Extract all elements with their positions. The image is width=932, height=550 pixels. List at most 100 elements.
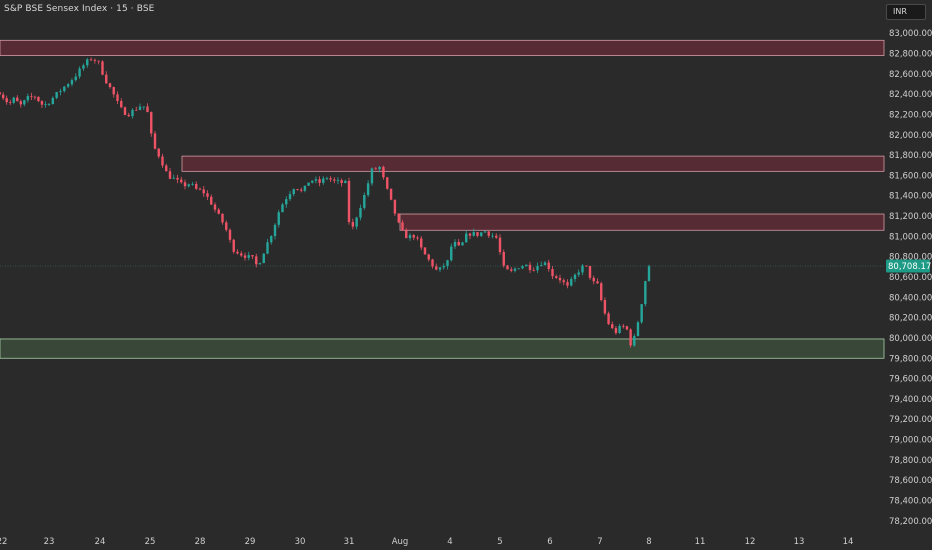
currency-badge[interactable]: INR xyxy=(886,4,926,20)
x-tick-label: 28 xyxy=(195,537,206,547)
y-tick-label: 78,200.00 xyxy=(889,517,932,527)
candle-body xyxy=(363,195,366,208)
x-tick-label: 13 xyxy=(794,537,805,547)
candle-body xyxy=(146,106,149,113)
candle-body xyxy=(351,222,355,227)
y-tick-label: 81,600.00 xyxy=(889,171,932,181)
candle xyxy=(480,232,483,238)
candle xyxy=(101,60,104,76)
candle xyxy=(528,261,532,274)
candle-body xyxy=(340,180,343,184)
candle-body xyxy=(629,329,632,346)
candle xyxy=(157,147,160,159)
candle xyxy=(450,243,453,262)
candle-body xyxy=(161,156,164,166)
candle xyxy=(431,258,434,269)
candle xyxy=(596,278,599,285)
candle-body xyxy=(135,109,138,111)
candle-body xyxy=(232,239,235,252)
x-tick-label: 24 xyxy=(95,537,106,547)
candle xyxy=(318,176,321,187)
y-tick-label: 82,600.00 xyxy=(889,70,932,80)
candle-body xyxy=(262,253,265,264)
candle xyxy=(63,86,66,93)
candle-body xyxy=(5,98,8,103)
candle-body xyxy=(412,235,415,238)
x-tick-label: 30 xyxy=(295,537,306,547)
candle-body xyxy=(281,204,284,213)
y-tick-label: 81,000.00 xyxy=(889,232,932,242)
candle xyxy=(405,228,408,239)
candle xyxy=(1,92,5,101)
candle xyxy=(26,93,30,103)
supply-zone-2[interactable] xyxy=(399,213,885,231)
candle-body xyxy=(450,246,453,261)
candle xyxy=(427,253,430,262)
y-tick-label: 78,800.00 xyxy=(889,456,932,466)
candle xyxy=(59,88,62,96)
candle-body xyxy=(1,94,5,99)
y-tick-label: 82,800.00 xyxy=(889,50,932,60)
x-tick-label: Aug xyxy=(392,537,409,547)
candle xyxy=(344,179,347,184)
candle-body xyxy=(86,59,89,66)
candle-body xyxy=(573,274,577,280)
candle-body xyxy=(555,276,558,278)
candle xyxy=(236,249,239,255)
candle-body xyxy=(70,80,74,85)
candle-body xyxy=(251,255,254,257)
candle xyxy=(551,265,554,280)
candle xyxy=(70,78,74,87)
candle xyxy=(510,267,513,273)
candle-body xyxy=(405,230,408,239)
x-tick-label: 6 xyxy=(547,537,552,547)
candle xyxy=(243,252,247,261)
candle xyxy=(476,231,479,238)
candle xyxy=(210,194,213,206)
candle-body xyxy=(498,237,502,253)
candle xyxy=(625,325,629,331)
demand-zone-3[interactable] xyxy=(0,338,885,359)
candle-body xyxy=(202,189,205,194)
candle-body xyxy=(26,96,30,101)
candle xyxy=(355,216,358,230)
candle-body xyxy=(157,148,160,157)
candle xyxy=(206,190,209,201)
candle-body xyxy=(191,183,194,185)
candle xyxy=(340,178,343,187)
candle-body xyxy=(633,336,636,346)
candle-body xyxy=(472,232,475,236)
candle xyxy=(435,263,438,271)
y-tick-label: 79,600.00 xyxy=(889,375,932,385)
candle xyxy=(240,251,243,258)
candle-body xyxy=(236,251,239,254)
candle-body xyxy=(596,281,599,284)
candle-body xyxy=(292,189,295,195)
supply-zone-0[interactable] xyxy=(0,39,885,56)
supply-zone-1[interactable] xyxy=(181,155,885,172)
candle-body xyxy=(44,104,47,105)
candle xyxy=(618,323,621,335)
candle-body xyxy=(540,265,543,266)
x-tick-label: 31 xyxy=(344,537,355,547)
chart-title: S&P BSE Sensex Index · 15 · BSE xyxy=(4,4,155,14)
candle-body xyxy=(142,106,145,108)
candle xyxy=(525,264,528,267)
candle-body xyxy=(457,241,460,246)
candle-body xyxy=(366,183,370,196)
candle xyxy=(97,60,100,65)
candle xyxy=(202,186,205,197)
candle-body xyxy=(625,326,629,330)
candle xyxy=(9,99,12,106)
y-tick-label: 79,000.00 xyxy=(889,436,932,446)
candle-body xyxy=(487,231,490,236)
candle xyxy=(566,279,569,289)
candle xyxy=(187,183,190,188)
candle-body xyxy=(273,224,277,237)
candle-body xyxy=(607,313,610,325)
candle xyxy=(112,86,115,98)
candle xyxy=(536,262,539,274)
candle-body xyxy=(382,166,385,178)
candle xyxy=(82,63,85,72)
